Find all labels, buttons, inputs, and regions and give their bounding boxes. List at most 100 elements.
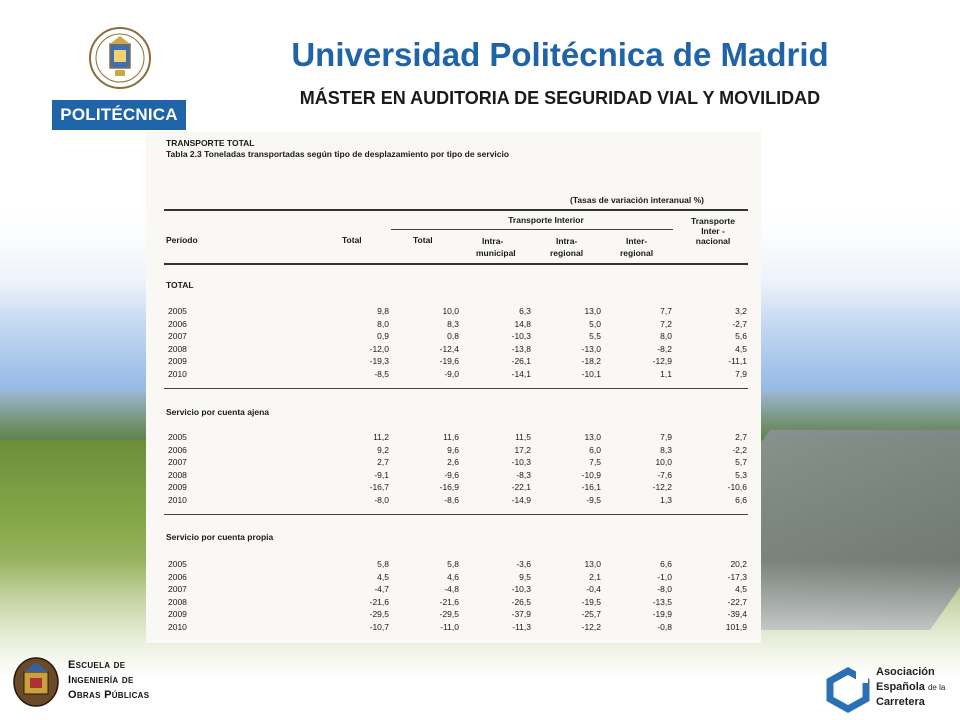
table-cell-value: 4,6 [447,571,459,582]
header-intra-regional-1: Intra- [556,236,578,246]
table-cell-value: 5,0 [589,318,601,329]
table-cell-period: 2005 [168,559,187,569]
table-cell-value: 0,8 [447,331,459,342]
table-cell-period: 2008 [168,343,187,354]
table-cell-period: 2007 [168,331,187,342]
header-total: Total [342,235,362,245]
table-cell-value: -10,3 [511,331,531,342]
table-top-rule [164,209,748,211]
table-cell-value: -11,0 [440,622,459,632]
table-cell-value: -17,3 [727,571,747,582]
table-cell-value: 9,2 [377,444,389,455]
table-cell-value: -8,3 [516,469,531,480]
eicp-line2: Ingeniería de [68,674,134,686]
table-cell-value: -19,9 [652,609,672,620]
table-cell-value: 2,1 [589,571,601,582]
table-section-title: TRANSPORTE TOTAL [166,138,255,148]
table-cell-period: 2005 [168,432,187,442]
table-cell-value: -8,5 [374,369,389,379]
table-cell-value: 2,6 [447,457,459,468]
table-cell-value: 11,2 [373,432,389,442]
table-cell-value: 13,0 [584,432,601,442]
table-cell-value: -11,3 [512,622,531,632]
eicp-text: Escuela de Ingeniería de Obras Públicas [68,658,149,703]
table-cell-value: -18,2 [581,356,601,367]
table-cell-period: 2010 [168,495,187,505]
eicp-crest-icon [13,657,59,707]
table-cell-value: -37,9 [511,609,531,620]
aec-line3: Carretera [876,696,925,708]
table-cell-value: 9,5 [519,571,531,582]
eicp-line3: Obras Públicas [68,689,150,701]
eicp-line1: Escuela de [68,659,126,671]
table-cell-period: 2008 [168,469,187,480]
table-cell-value: -21,6 [369,596,389,607]
table-cell-value: -13,8 [511,343,531,354]
table-cell-value: 101,9 [725,622,747,632]
table-cell-value: -8,0 [657,584,672,595]
table-cell-value: -9,5 [586,495,601,505]
table-cell-value: 0,9 [377,331,389,342]
table-cell-value: -8,6 [444,495,459,505]
table-cell-value: -2,7 [732,318,747,329]
header-internacional-2: Inter - [701,226,725,236]
table-cell-value: 4,5 [735,343,747,354]
table-cell-value: 13,0 [584,559,601,569]
table-cell-value: -12,4 [439,343,459,354]
table-cell-value: -19,6 [439,356,459,367]
table-cell-value: -21,6 [439,596,459,607]
header-intra-municipal-1: Intra- [482,236,504,246]
table-panel: TRANSPORTE TOTAL Tabla 2.3 Toneladas tra… [146,132,761,643]
table-cell-value: -10,3 [511,584,531,595]
table-cell-value: -16,9 [439,482,459,493]
aec-line1: Asociación [876,666,935,678]
table-cell-value: -10,1 [581,369,601,379]
table-cell-value: -0,8 [657,622,672,632]
table-cell-value: 6,6 [660,559,672,569]
politecnica-label: POLITÉCNICA [52,100,186,130]
table-cell-value: 11,5 [515,432,531,442]
table-cell-value: -11,1 [728,356,747,367]
table-cell-value: 20,2 [730,559,747,569]
table-cell-value: -1,0 [657,571,672,582]
table-cell-value: -2,2 [732,444,747,455]
table-cell-value: 3,2 [735,306,747,316]
table-cell-value: 5,6 [735,331,747,342]
table-cell-value: -9,6 [444,469,459,480]
table-cell-period: 2005 [168,306,187,316]
table-cell-value: 10,0 [655,457,672,468]
table-cell-value: -7,6 [657,469,672,480]
table-cell-value: 7,2 [660,318,672,329]
table-cell-value: 1,1 [660,369,672,379]
header-internacional-1: Transporte [691,216,735,226]
table-cell-value: 2,7 [735,432,747,442]
table-cell-value: 7,5 [589,457,601,468]
table-cell-value: -12,0 [369,343,389,354]
table-cell-value: -16,7 [369,482,389,493]
header-transporte-interior: Transporte Interior [508,215,584,225]
table-cell-value: 11,6 [443,432,459,442]
header-inter-regional-2: regional [620,248,654,258]
table-cell-value: -25,7 [581,609,601,620]
aec-line2-wrap: Española de la [876,680,945,695]
table-cell-value: -12,2 [581,622,601,632]
header-periodo: Período [166,235,198,245]
table-cell-period: 2009 [168,609,187,620]
table-cell-value: -10,6 [727,482,747,493]
table-cell-value: 5,3 [735,469,747,480]
header-bottom-rule [164,263,748,265]
header-internacional-3: nacional [695,236,731,246]
section-divider [164,387,748,389]
aec-line2-small: de la [927,683,946,692]
table-cell-value: -0,4 [586,584,601,595]
table-cell-value: 5,7 [735,457,747,468]
table-cell-value: -12,9 [652,356,672,367]
table-cell-value: 6,6 [735,495,747,505]
table-cell-period: 2010 [168,369,187,379]
table-cell-period: 2010 [168,622,187,632]
table-cell-value: 7,9 [660,432,672,442]
table-cell-value: 5,8 [447,559,459,569]
header-interior-rule [391,229,673,230]
section-title: TOTAL [166,280,194,290]
table-cell-period: 2009 [168,356,187,367]
